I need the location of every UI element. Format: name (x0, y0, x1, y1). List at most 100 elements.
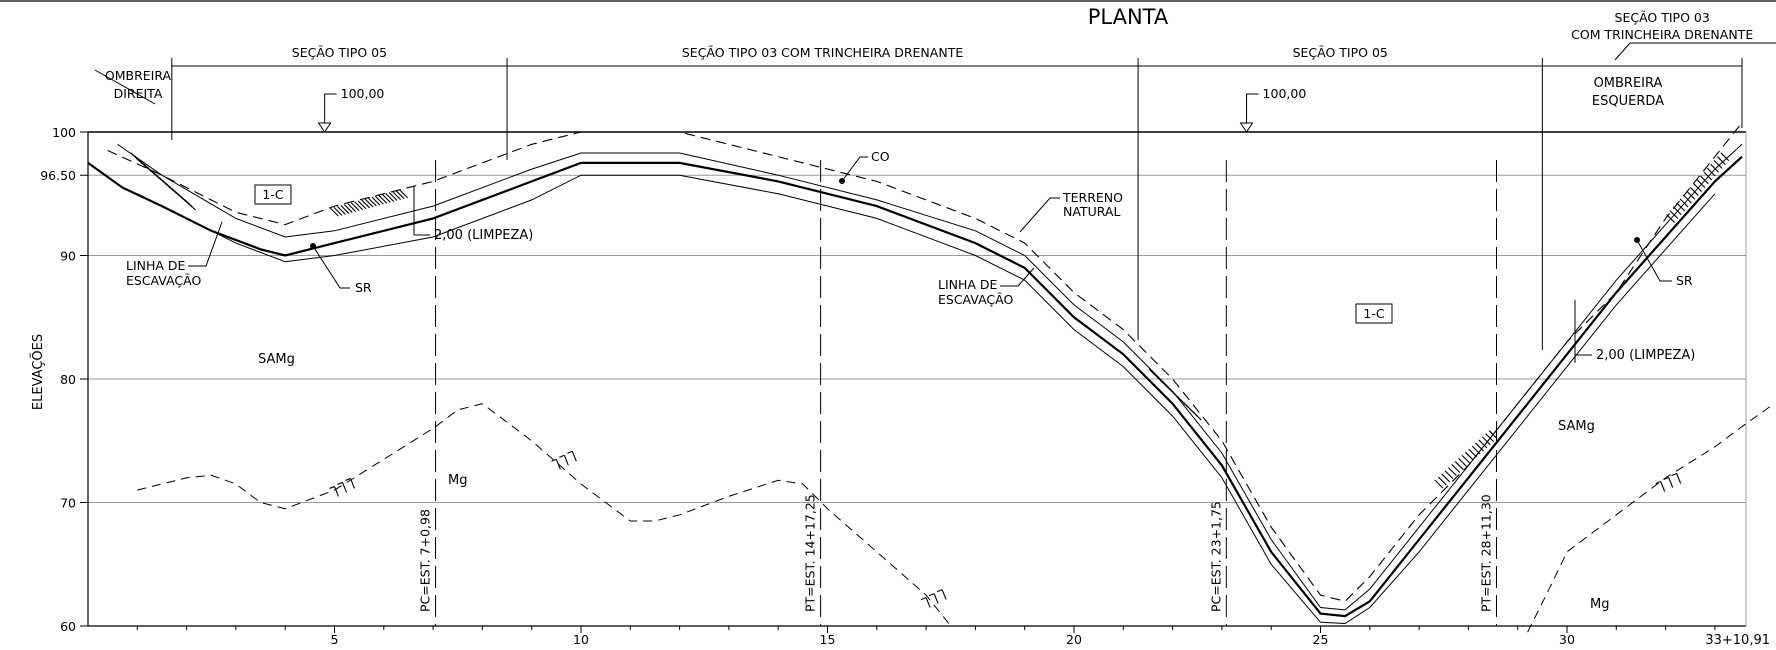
y-tick-label: 70 (60, 496, 76, 511)
mg-left-label: Mg (448, 473, 467, 488)
hatch-mark (340, 205, 350, 214)
section-dimensions: SEÇÃO TIPO 05 SEÇÃO TIPO 03 COM TRINCHEIR… (171, 10, 1776, 350)
crest-leader (1246, 93, 1259, 123)
hatch-mark (371, 196, 381, 206)
rock-tick (936, 589, 947, 600)
crest-label: 100,00 (1263, 86, 1307, 101)
x-tick-label: 15 (820, 632, 836, 647)
crest-label: 100,00 (341, 86, 385, 101)
hatch-mark (1720, 152, 1730, 162)
hatch-mark (1693, 183, 1703, 192)
rock-tick (1663, 476, 1674, 488)
drawing-title: PLANTA (1088, 5, 1169, 29)
linha-escavacao-line (87, 155, 1743, 618)
hatch-mark (361, 199, 370, 209)
crest-triangle (1239, 122, 1254, 133)
rock-tick (551, 458, 561, 470)
svg-text:TERRENO: TERRENO (1062, 190, 1123, 205)
svg-text:1-C: 1-C (262, 187, 283, 202)
section-label-leader (1614, 42, 1631, 61)
axes (87, 132, 1747, 633)
hatch-mark (399, 189, 408, 199)
co-annotation: CO (839, 149, 890, 184)
rock-tick (337, 481, 348, 493)
x-tick-label: 30 (1559, 632, 1575, 647)
samg-left-label: SAMg (258, 352, 295, 367)
hatch-mark (1468, 448, 1478, 458)
hatch-mark (368, 197, 377, 207)
hatch-mark (347, 203, 357, 213)
hatch-mark (357, 200, 367, 210)
rock-tick (559, 454, 569, 466)
hatch-mark (1666, 214, 1675, 223)
hatch-mark (1437, 476, 1447, 486)
rock-tick (329, 485, 340, 497)
hatch-mark (1478, 439, 1488, 449)
sr-left-annotation: SR (310, 243, 372, 295)
hatch-mark (1672, 206, 1682, 216)
y-tick-label: 80 (60, 372, 76, 387)
hatch-mark (1700, 175, 1709, 185)
svg-text:LINHA DE: LINHA DE (126, 258, 186, 273)
station-markers: PC=EST. 7+0,98 PT=EST. 14+17,25 PC=EST. 23… (418, 160, 1498, 626)
hatch-mark (187, 201, 196, 211)
box-1c-left: 1-C (254, 184, 292, 205)
hatch-mark (364, 198, 374, 208)
station-label: PT=EST. 28+11,30 (1479, 494, 1494, 612)
limpeza-left-annotation: 2,00 (LIMPEZA) (413, 186, 533, 243)
y-tick-labels: 100 96.50 90 80 70 60 (40, 125, 76, 634)
hatch-mark (1464, 451, 1474, 461)
hatch-mark (392, 191, 402, 200)
section-label: SEÇÃO TIPO 05 (292, 45, 387, 60)
hatch-mark (330, 207, 339, 217)
abutment-left-label: OMBREIRA ESQUERDA (1592, 76, 1664, 109)
rock-tick (567, 450, 577, 462)
abutment-right-label: OMBREIRA DIREITA (94, 68, 172, 105)
section-label: SEÇÃO TIPO 05 (1293, 45, 1388, 60)
rock-contact-line (137, 403, 952, 627)
x-tick-label: 25 (1313, 632, 1329, 647)
offset-line-upper (117, 143, 1743, 611)
hatch-mark (378, 194, 388, 204)
linha-escavacao-left-annotation: LINHA DE ESCAVAÇÃO (126, 221, 223, 288)
samg-right-label: SAMg (1558, 419, 1595, 434)
rock-tick (345, 477, 356, 489)
hatch-mark (1669, 210, 1679, 219)
svg-text:CO: CO (871, 149, 890, 164)
rock-tick (928, 593, 939, 604)
x-tick-label: 20 (1066, 632, 1082, 647)
mg-right-label: Mg (1590, 597, 1609, 612)
crest-leader (324, 93, 337, 123)
box-1c-right: 1-C (1355, 303, 1393, 324)
hatch-mark (1710, 163, 1719, 173)
hatch-mark (1485, 433, 1495, 443)
svg-text:OMBREIRA: OMBREIRA (1594, 76, 1663, 91)
rock-tick (1655, 480, 1666, 492)
svg-text:SR: SR (355, 280, 372, 295)
hatch-mark (1683, 194, 1692, 204)
hatch-mark (1716, 156, 1726, 165)
hatch-mark (388, 192, 398, 201)
rock-tick (1671, 472, 1682, 484)
rock-contact-line-right (1527, 403, 1775, 633)
hatch-mark (374, 195, 384, 205)
hatch-mark (1461, 454, 1471, 464)
hatch-mark (1676, 202, 1686, 212)
hatch-mark (1686, 190, 1696, 200)
hatch-mark (381, 193, 391, 203)
hatch-mark (1447, 467, 1457, 477)
svg-text:2,00 (LIMPEZA): 2,00 (LIMPEZA) (434, 228, 533, 243)
sr-right-annotation: SR (1634, 237, 1693, 288)
x-axis-end-label: 33+10,91 (1705, 633, 1770, 648)
y-tick-label: 96.50 (40, 168, 76, 183)
station-label: PC=EST. 23+1,75 (1208, 501, 1223, 612)
hatch-mark (1454, 461, 1464, 470)
svg-text:ESCAVAÇÃO: ESCAVAÇÃO (126, 273, 201, 288)
y-tick-label: 90 (60, 249, 76, 264)
station-label: PT=EST. 14+17,25 (803, 494, 818, 612)
hatch-mark (1703, 171, 1713, 181)
hatch-mark (1713, 160, 1723, 169)
hatch-mark (337, 206, 346, 215)
hatch-mark (1475, 442, 1484, 452)
